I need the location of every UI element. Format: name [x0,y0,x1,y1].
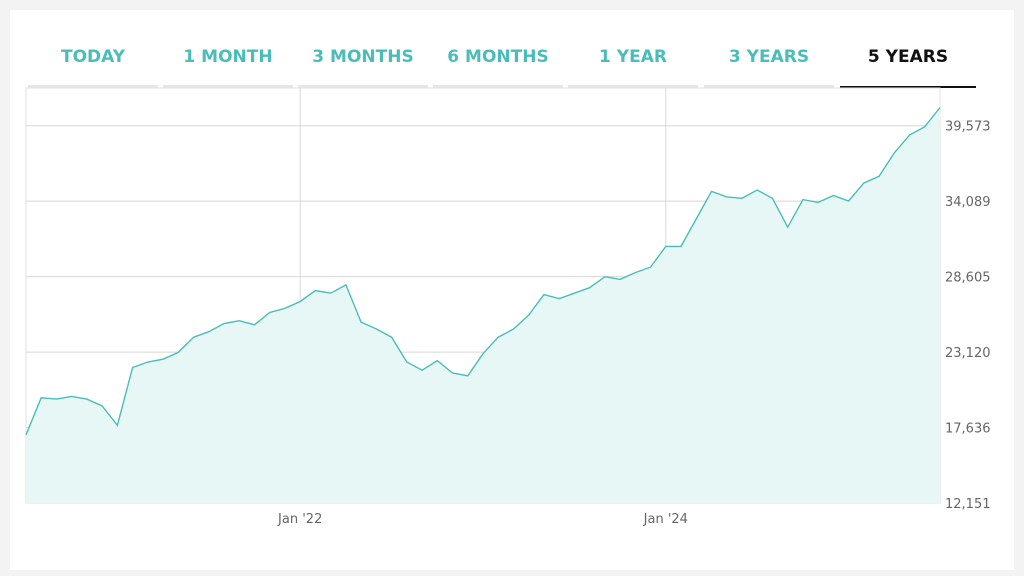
tab-1-month[interactable]: 1 MONTH [163,46,293,88]
y-axis: 12,151 17,636 23,120 28,605 34,089 39,573 [945,120,991,512]
tab-3-years[interactable]: 3 YEARS [704,46,834,88]
x-tick-label: Jan '24 [643,512,688,527]
y-tick-label: 17,636 [945,422,991,437]
y-tick-label: 12,151 [945,497,991,512]
y-tick-label: 28,605 [945,271,991,286]
y-tick-label: 39,573 [945,120,991,135]
price-line [25,107,941,436]
x-axis: Jan '22 Jan '24 [277,512,688,527]
tab-6-months[interactable]: 6 MONTHS [433,46,563,88]
range-tabs: TODAY 1 MONTH 3 MONTHS 6 MONTHS 1 YEAR 3… [10,10,1014,90]
y-tick-label: 23,120 [945,346,991,361]
x-tick-label: Jan '22 [277,512,322,527]
tab-3-months[interactable]: 3 MONTHS [298,46,428,88]
tab-5-years[interactable]: 5 YEARS [840,46,976,88]
chart-panel: TODAY 1 MONTH 3 MONTHS 6 MONTHS 1 YEAR 3… [10,10,1014,570]
area-fill [26,107,940,503]
tab-1-year[interactable]: 1 YEAR [568,46,698,88]
tab-today[interactable]: TODAY [28,46,158,88]
price-chart: 12,151 17,636 23,120 28,605 34,089 39,573 Jan… [25,87,991,527]
y-tick-label: 34,089 [945,195,991,210]
